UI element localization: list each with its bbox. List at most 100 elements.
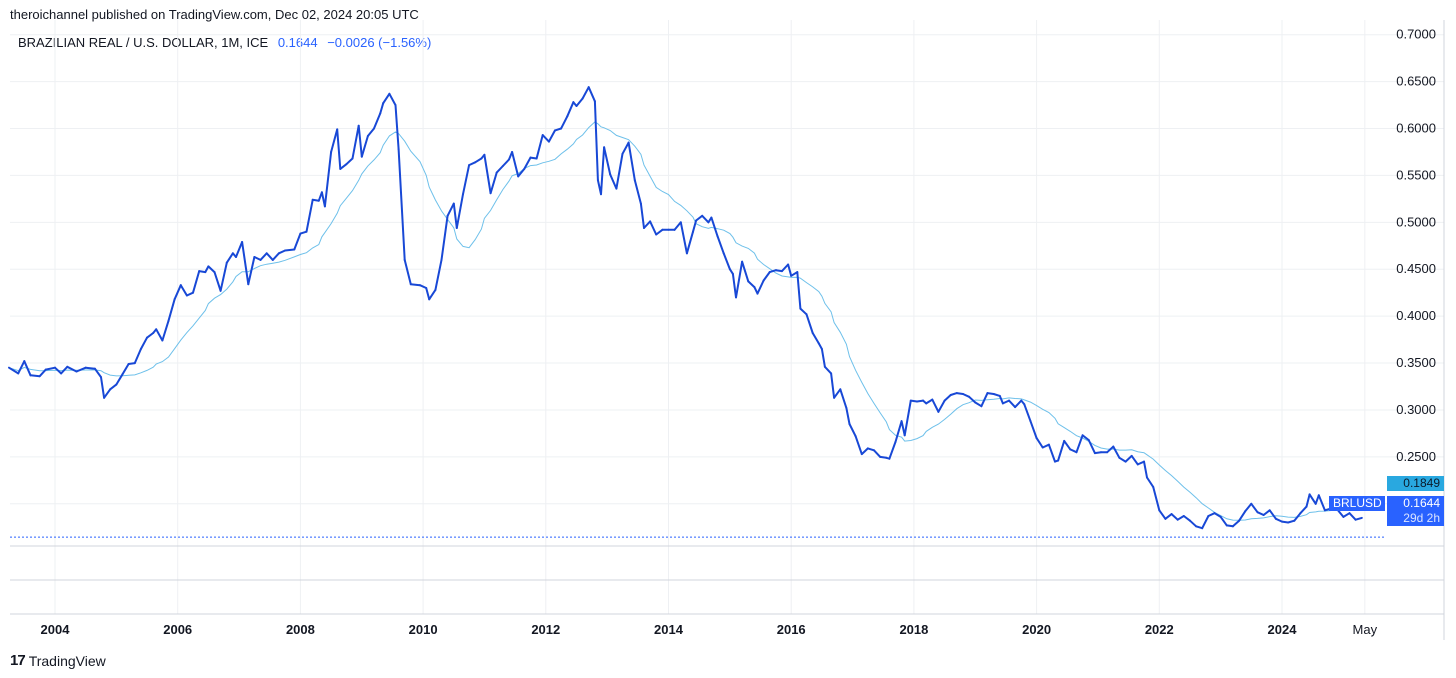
price-segment	[1023, 403, 1032, 423]
time-axis[interactable]: 2004 2006 2008 2010 2012 2014 2016 2018 2020 2022…	[41, 622, 1378, 637]
ma-value-label: 0.1849	[1387, 476, 1444, 491]
price-segment	[1093, 451, 1102, 455]
price-segment	[1250, 502, 1259, 514]
price-segment	[1262, 509, 1271, 516]
price-segment	[179, 284, 188, 297]
price-segment	[741, 260, 750, 283]
price-segment	[161, 319, 170, 342]
x-tick-label: 2024	[1268, 622, 1298, 637]
price-segment	[649, 220, 658, 236]
price-segment	[1136, 460, 1145, 466]
price-segment	[1112, 445, 1121, 459]
price-segment	[115, 373, 124, 386]
price-segment	[219, 261, 228, 292]
price-segment	[462, 164, 471, 196]
x-tick-label: 2012	[531, 622, 560, 637]
ticker-text: BRLUSD	[1333, 496, 1382, 510]
grid	[10, 20, 1444, 614]
price-segment	[756, 279, 765, 295]
price-segment	[517, 167, 526, 178]
price-segment	[621, 141, 630, 155]
price-segment	[38, 368, 47, 378]
price-segment	[127, 362, 136, 365]
x-tick-label: 2008	[286, 622, 315, 637]
price-segment	[277, 249, 287, 255]
tradingview-logo[interactable]: 17 TradingView	[10, 652, 106, 669]
price-segment	[796, 271, 802, 310]
price-segment	[639, 202, 645, 229]
price-segment	[1287, 519, 1296, 524]
price-segment	[382, 92, 391, 105]
price-segment	[523, 156, 532, 170]
price-segment	[336, 128, 342, 170]
symbol-legend[interactable]: BRAZILIAN REAL / U.S. DOLLAR, 1M, ICE 0.…	[18, 35, 431, 50]
price-segment	[1182, 515, 1191, 522]
price-segment	[943, 394, 952, 402]
x-tick-label: May	[1353, 622, 1378, 637]
price-segment	[1195, 525, 1204, 530]
price-segment	[845, 407, 851, 425]
price-segment	[968, 395, 977, 404]
price-segment	[575, 97, 584, 107]
y-tick-label: 0.4000	[1396, 308, 1436, 323]
price-segment	[139, 336, 148, 350]
x-tick-label: 2010	[409, 622, 438, 637]
price-segment	[547, 129, 556, 143]
price-segment	[1063, 439, 1072, 451]
price-segment	[425, 287, 431, 301]
price-segment	[146, 332, 155, 339]
price-segment	[428, 288, 437, 301]
countdown-text: 29d 2h	[1403, 511, 1440, 525]
price-segment	[235, 241, 244, 258]
price-segment	[701, 214, 710, 224]
price-segment	[247, 256, 256, 286]
price-segment	[204, 265, 210, 274]
price-segment	[1317, 494, 1326, 512]
price-segment	[679, 221, 688, 255]
price-segment	[1207, 512, 1216, 517]
price-segment	[299, 230, 308, 235]
price-segment	[1293, 512, 1302, 522]
price-segment	[54, 366, 63, 375]
price-axis[interactable]: 0.7000 0.6500 0.6000 0.5500 0.5000 0.4500 0.40…	[1396, 27, 1436, 511]
price-segment	[434, 258, 443, 291]
price-segment	[1308, 493, 1317, 505]
price-segment	[790, 271, 799, 277]
price-segment	[1146, 476, 1155, 488]
price-segment	[695, 214, 704, 222]
price-segment	[66, 365, 78, 373]
brand-name: TradingView	[28, 652, 106, 669]
price-segment	[483, 153, 492, 195]
price-segment	[1087, 439, 1096, 455]
price-segment	[1008, 399, 1017, 409]
x-tick-label: 2006	[163, 622, 192, 637]
price-segment	[581, 86, 590, 100]
price-segment	[820, 348, 826, 368]
price-segment	[1238, 510, 1247, 522]
price-segment	[339, 163, 348, 170]
price-segment	[1057, 439, 1066, 462]
price-segment	[455, 193, 464, 229]
price-segment	[241, 241, 250, 286]
y-tick-label: 0.6500	[1396, 74, 1436, 89]
price-segment	[955, 392, 964, 395]
price-segment	[60, 365, 69, 375]
price-segment	[986, 392, 995, 395]
price-segment	[167, 298, 176, 322]
price-segment	[84, 366, 96, 370]
price-segment	[1201, 515, 1210, 530]
price-segment	[937, 399, 946, 413]
price-segment	[155, 328, 164, 342]
price-segment	[253, 256, 262, 261]
price-segment	[866, 447, 875, 452]
x-tick-label: 2018	[899, 622, 928, 637]
price-segment	[1130, 454, 1139, 466]
price-segment	[1299, 505, 1308, 515]
price-segment	[768, 269, 777, 274]
price-segment	[805, 313, 814, 334]
price-segment	[633, 179, 642, 205]
price-segment	[1348, 512, 1357, 521]
price-segment	[511, 151, 520, 178]
price-segment	[1041, 443, 1050, 449]
